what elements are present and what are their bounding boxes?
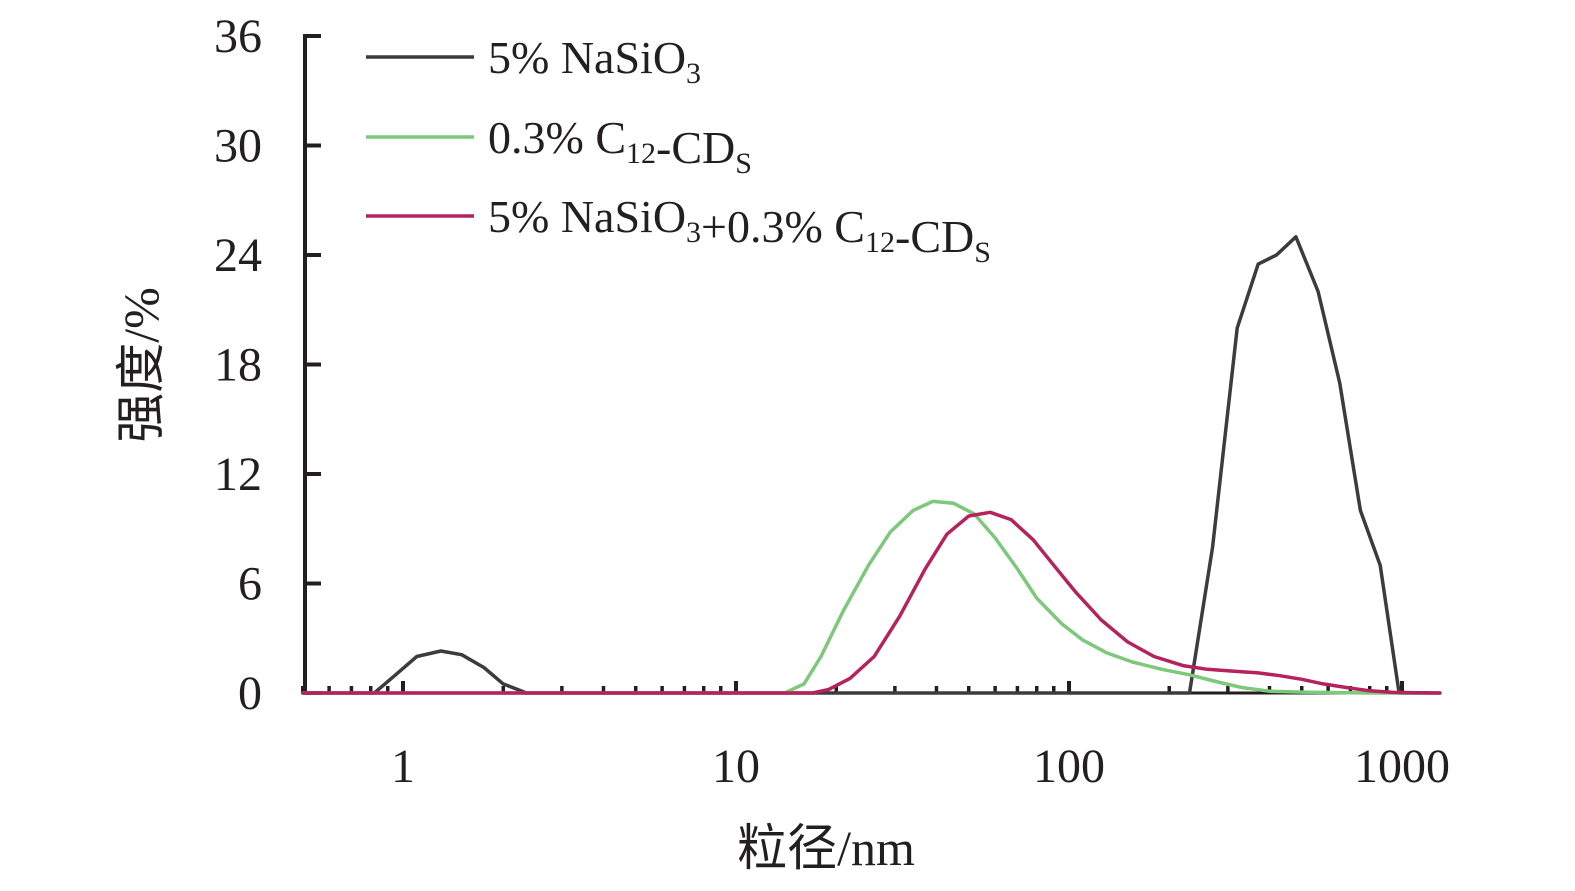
legend-label-2: 0.3% C12-CDS: [488, 112, 752, 180]
legend-label-3: 5% NaSiO3+0.3% C12-CDS: [488, 191, 991, 269]
y-tick-label: 24: [214, 229, 262, 282]
x-tick-label: 1000: [1354, 740, 1450, 793]
y-tick-label: 30: [214, 120, 262, 173]
x-tick-label: 1: [391, 740, 415, 793]
series-line-3: [301, 510, 1442, 695]
y-tick-label: 12: [214, 448, 262, 501]
y-axis-title: 强度/%: [113, 287, 169, 443]
y-tick-label: 36: [214, 10, 262, 63]
y-tick-label: 18: [214, 339, 262, 392]
axes: 0 6 12 18 24 30 36 1 10 100 1000: [214, 10, 1450, 793]
legend: 5% NaSiO3 0.3% C12-CDS 5% NaSiO3+0.3% C12-…: [366, 32, 991, 269]
series-line-2: [301, 499, 1442, 695]
series-lines: [301, 235, 1442, 695]
series-line-1: [301, 235, 1442, 695]
x-axis-title: 粒径/nm: [737, 820, 915, 876]
y-tick-label: 6: [238, 558, 262, 611]
x-tick-label: 10: [712, 740, 760, 793]
x-tick-label: 100: [1033, 740, 1105, 793]
y-tick-label: 0: [238, 667, 262, 720]
legend-label-1: 5% NaSiO3: [488, 32, 701, 90]
